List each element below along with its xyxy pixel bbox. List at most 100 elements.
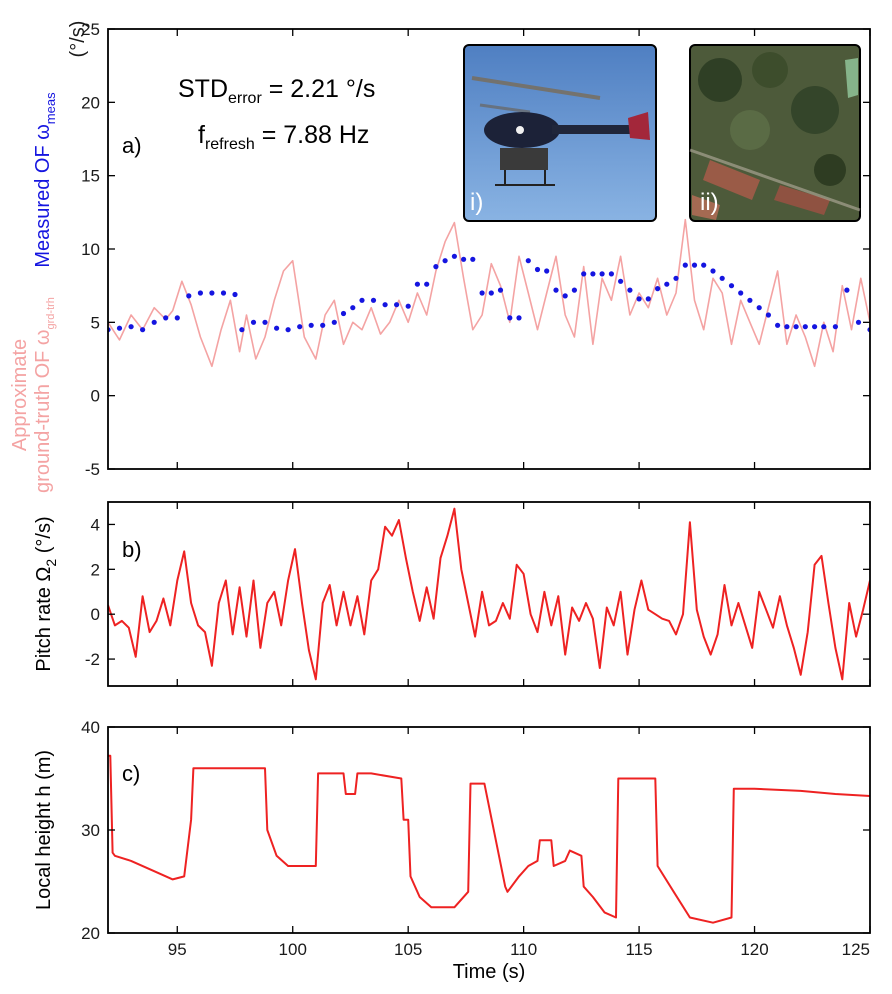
y-tick-label: 25 [81,20,100,39]
measured-of-point [382,302,388,308]
measured-of-point [209,290,215,296]
measured-of-point [442,258,448,264]
panel-a-ylabel-measured: Measured OF ωmeas [32,92,58,268]
measured-of-point [497,287,504,293]
measured-of-point [765,312,772,318]
measured-of-point [331,319,337,325]
x-tick-label: 100 [279,940,307,959]
x-tick-label: 105 [394,940,422,959]
measured-of-point [855,319,862,325]
panel-a: -5 0 5 10 15 20 25 i) [9,20,871,493]
y-tick-label: 40 [81,718,100,737]
annotation-refresh-frequency: frefresh = 7.88 Hz [198,121,369,153]
y-tick-label: 0 [91,605,100,624]
measured-of-point [197,290,203,296]
measured-of-point [664,281,670,287]
measured-of-point [479,290,485,296]
measured-of-point [802,324,808,330]
measured-of-point [297,324,303,330]
panel-a-unit-label: (°/s) [67,21,89,58]
measured-of-point [832,324,839,330]
measured-of-point [163,315,169,321]
measured-of-point [116,325,123,331]
inset-aerial-image: ii) [689,44,861,222]
measured-of-point [308,322,314,328]
measured-of-point [618,278,624,284]
helicopter-icon [471,76,650,186]
measured-of-point [370,297,377,303]
y-tick-label: 5 [91,313,100,332]
measured-of-point [636,296,642,302]
inset-helicopter-label: i) [470,189,483,216]
panel-c: 20 30 40 c) Local height h (m) [33,718,871,943]
y-tick-label: -2 [85,650,100,669]
measured-of-point [359,297,365,303]
x-axis-label: Time (s) [453,961,526,983]
inset-aerial-label: ii) [700,189,719,216]
measured-of-point [239,327,245,333]
panel-b: -2 0 2 4 b) Pitch rate Ω2 (°/s) [33,501,871,687]
measured-of-point [719,275,725,281]
panel-b-frame [107,501,871,687]
measured-of-point [186,293,192,299]
measured-of-point [562,293,568,299]
measured-of-point [571,287,578,293]
measured-of-point [350,305,356,311]
y-tick-label: 20 [81,924,100,943]
measured-of-point [151,319,157,325]
measured-of-point [728,283,735,289]
measured-of-point [285,327,291,333]
x-tick-label: 120 [740,940,768,959]
y-tick-label: 10 [81,240,100,259]
measured-of-point [488,290,494,296]
series-line-a [108,218,870,368]
series-line-b [108,507,870,681]
series-line-c [108,754,870,924]
measured-of-point [710,268,716,274]
panel-b-ylabel: Pitch rate Ω2 (°/s) [33,516,59,671]
measured-of-point [682,262,688,268]
measured-of-point [394,302,400,308]
measured-of-point [844,287,850,293]
panel-c-ylabel: Local height h (m) [33,750,55,910]
measured-of-point [793,324,799,330]
measured-of-point [470,256,476,262]
panel-c-frame [107,726,871,934]
panel-a-ylabel-ground-truth-line2: ground-truth OF ωgrd-trh [32,297,57,493]
measured-of-point [250,319,257,325]
measured-of-point [756,305,762,311]
panel-a-letter: a) [122,133,142,158]
measured-of-point [414,281,420,287]
measured-of-point [608,271,615,277]
measured-of-point [599,271,605,277]
measured-of-point [691,262,698,268]
measured-of-point [424,281,430,287]
measured-of-point [627,287,633,293]
measured-of-point [701,262,707,268]
measured-of-point [128,324,134,330]
inset-helicopter-photo: i) [463,44,657,222]
measured-of-point [174,315,180,321]
panel-c-letter: c) [122,761,140,786]
measured-of-point [534,266,541,273]
measured-of-point [461,256,467,262]
y-tick-label: -5 [85,460,100,479]
measured-of-point [140,327,146,333]
panel-a-ylabel-ground-truth-line1: Approximate [9,339,31,451]
annotation-std-error: STDerror = 2.21 °/s [178,75,375,107]
panel-b-letter: b) [122,537,142,562]
measured-of-point [784,324,790,330]
aerial-terrain-icon [689,52,861,220]
x-tick-label: 95 [168,940,187,959]
measured-of-point [581,271,587,277]
measured-of-point [738,290,744,296]
measured-of-point [262,319,268,325]
measured-of-point [340,310,347,317]
measured-of-point [451,253,457,259]
measured-of-point [553,287,559,293]
y-tick-label: 2 [91,560,100,579]
measured-of-point [590,271,596,277]
y-tick-label: 15 [81,167,100,186]
y-tick-label: 0 [91,387,100,406]
